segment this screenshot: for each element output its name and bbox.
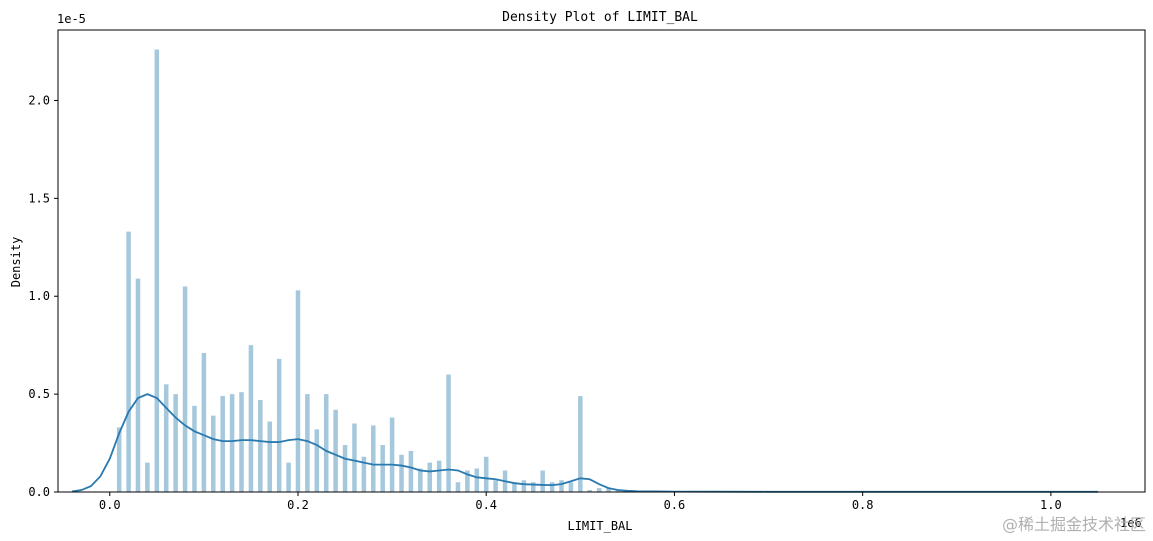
y-tick-label: 2.0 <box>28 93 50 107</box>
histogram-bars <box>116 49 696 492</box>
kde-line <box>71 393 1098 493</box>
histogram-bar <box>163 384 169 492</box>
histogram-bar <box>549 482 555 492</box>
watermark-text: @稀土掘金技术社区 <box>1002 515 1146 534</box>
histogram-bar <box>436 460 442 492</box>
y-tick-label: 0.5 <box>28 387 50 401</box>
x-tick-label: 0.4 <box>475 498 497 512</box>
histogram-bar <box>493 480 498 492</box>
histogram-bar <box>380 445 385 492</box>
x-tick-label: 0.6 <box>664 498 686 512</box>
histogram-bar <box>446 374 451 492</box>
histogram-bar <box>286 462 291 492</box>
histogram-bar <box>352 423 357 492</box>
histogram-bar <box>314 429 320 492</box>
histogram-bar <box>248 345 254 492</box>
histogram-bar <box>512 482 517 492</box>
plot-frame <box>57 29 1146 493</box>
histogram-bar <box>521 480 527 492</box>
histogram-bar <box>606 488 611 492</box>
histogram-bar <box>474 468 480 492</box>
x-tick-label: 1.0 <box>1040 498 1062 512</box>
histogram-bar <box>596 488 602 492</box>
histogram-bar <box>427 462 433 492</box>
y-tick-label: 1.5 <box>28 191 50 205</box>
x-tick-label: 0.2 <box>287 498 309 512</box>
histogram-bar <box>361 456 367 492</box>
histogram-bar <box>229 394 235 492</box>
histogram-bar <box>182 286 188 492</box>
x-tick-label: 0.0 <box>99 498 121 512</box>
histogram-bar <box>276 358 282 492</box>
histogram-bar <box>145 462 150 492</box>
histogram-bar <box>418 468 423 492</box>
histogram-bar <box>154 49 160 492</box>
histogram-bar <box>540 470 545 492</box>
histogram-bar <box>559 480 564 492</box>
histogram-bar <box>201 353 207 492</box>
histogram-bar <box>587 490 592 492</box>
histogram-bar <box>465 470 470 492</box>
histogram-bar <box>371 425 376 492</box>
y-axis-label: Density <box>9 237 23 288</box>
histogram-bar <box>455 482 461 492</box>
histogram-bar <box>116 427 122 492</box>
chart-title: Density Plot of LIMIT_BAL <box>502 10 698 25</box>
histogram-bar <box>389 417 395 492</box>
x-axis-label: LIMIT_BAL <box>567 519 632 533</box>
histogram-bar <box>333 409 338 492</box>
histogram-bar <box>258 399 263 492</box>
histogram-bar <box>239 392 244 492</box>
histogram-bar <box>342 445 348 492</box>
histogram-bar <box>267 421 273 492</box>
histogram-bar <box>173 394 178 492</box>
histogram-bar <box>323 394 329 492</box>
histogram-bar <box>305 394 310 492</box>
y-scale-label: 1e-5 <box>57 12 86 26</box>
histogram-bar <box>135 278 141 492</box>
histogram-bar <box>531 482 536 492</box>
x-tick-label: 0.8 <box>852 498 874 512</box>
histogram-bar <box>211 415 216 492</box>
histogram-bar <box>615 490 621 492</box>
x-scale-label: 1e6 <box>1120 516 1142 530</box>
histogram-bar <box>399 454 404 492</box>
histogram-bar <box>568 482 574 492</box>
histogram-bar <box>295 290 301 492</box>
histogram-bar <box>192 405 197 492</box>
y-tick-label: 1.0 <box>28 289 50 303</box>
histogram-bar <box>483 456 489 492</box>
x-axis-ticks: 0.0 0.2 0.4 0.6 0.8 1.0 <box>99 492 1062 512</box>
histogram-bar <box>578 396 583 492</box>
histogram-bar <box>408 450 414 492</box>
histogram-bar <box>126 231 131 492</box>
y-tick-label: 0.0 <box>28 485 50 499</box>
y-axis-ticks: 0.0 0.5 1.0 1.5 2.0 <box>28 93 58 499</box>
histogram-bar <box>220 396 225 492</box>
